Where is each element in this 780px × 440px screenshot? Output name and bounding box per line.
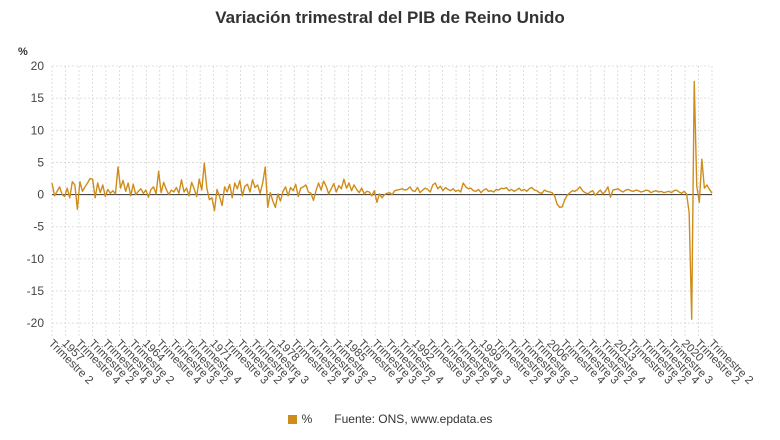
legend: % Fuente: ONS, www.epdata.es: [0, 412, 780, 426]
y-tick-label: -5: [33, 220, 44, 234]
y-tick-label: 20: [31, 59, 45, 73]
y-axis-ticks: 20 15 10 5 0 -5 -10 -15 -20: [27, 59, 45, 330]
y-tick-label: -20: [27, 316, 45, 330]
source-text: Fuente: ONS, www.epdata.es: [334, 412, 493, 426]
y-tick-label: 0: [37, 188, 44, 202]
series-line-gdp: [51, 80, 713, 320]
y-tick-label: 10: [31, 123, 45, 137]
legend-swatch: [287, 415, 297, 424]
y-axis-unit-label: %: [18, 46, 28, 58]
y-tick-label: -10: [27, 252, 45, 266]
y-tick-label: 5: [37, 155, 44, 169]
legend-label: %: [301, 412, 313, 426]
chart-title: Variación trimestral del PIB de Reino Un…: [215, 8, 565, 27]
y-tick-label: -15: [27, 284, 45, 298]
y-tick-label: 15: [31, 91, 45, 105]
gridlines: [51, 65, 713, 336]
